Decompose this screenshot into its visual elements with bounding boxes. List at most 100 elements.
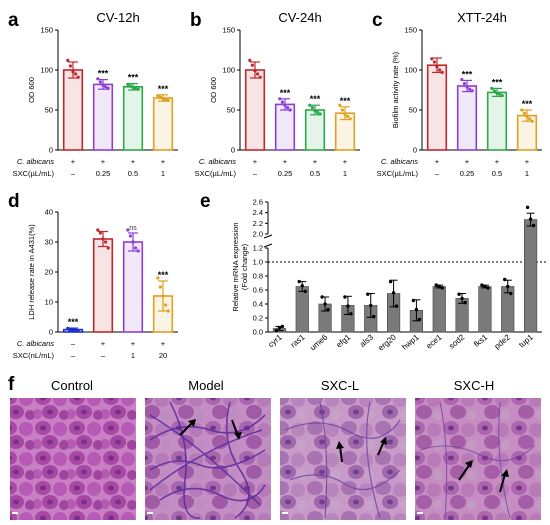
y-tick-label: 150 xyxy=(404,26,417,35)
y-tick-label: 1.0 xyxy=(253,258,263,267)
panel-letter-e: e xyxy=(200,191,211,212)
micrograph-row: Control Model SXC-L SXC-H xyxy=(10,378,541,520)
bar xyxy=(274,103,296,151)
y-tick-label: 2.0 xyxy=(253,230,263,239)
x-tick-label: cyr1 xyxy=(266,332,284,349)
condition-calbicans-value: + xyxy=(525,157,530,166)
condition-calbicans-label: C. albicans xyxy=(381,157,418,166)
data-point xyxy=(308,103,312,107)
data-point xyxy=(509,291,513,296)
data-point xyxy=(134,86,138,90)
data-point xyxy=(349,312,353,316)
data-point xyxy=(525,205,530,210)
condition-dose-label: SXC(nL/mL) xyxy=(13,351,55,360)
data-point xyxy=(500,94,504,98)
data-point xyxy=(300,284,304,288)
chart-xtt-24h: XTT-24h 0 50 100 150 Biofilm activity rate (%… xyxy=(377,10,542,178)
data-point xyxy=(438,68,442,72)
condition-calbicans-value: + xyxy=(161,157,166,166)
condition-dose-value: 0.25 xyxy=(96,169,111,178)
bar xyxy=(295,286,309,333)
bar xyxy=(92,238,114,333)
data-point xyxy=(486,286,490,290)
data-point xyxy=(530,119,534,123)
y-axis-label: LDH release rate in A431(%) xyxy=(27,224,36,320)
data-point xyxy=(76,328,80,333)
y-axis-label: Biofilm activity rate (%) xyxy=(391,51,400,128)
data-point xyxy=(316,110,320,114)
condition-dose-label: SXC(µL/mL) xyxy=(377,169,419,178)
data-point xyxy=(465,85,469,89)
arrow-icon xyxy=(339,445,343,463)
data-point xyxy=(310,106,314,110)
significance-label: *** xyxy=(522,99,533,109)
y-tick-label: 50 xyxy=(227,106,235,115)
significance-label: *** xyxy=(98,69,109,79)
arrow-icon xyxy=(336,441,344,449)
data-point xyxy=(98,80,102,84)
bar xyxy=(62,69,84,151)
condition-calbicans-value: + xyxy=(283,157,288,166)
x-tick-label: als3 xyxy=(358,332,375,349)
axis-break-mark xyxy=(263,243,273,248)
y-axis-label: OD 600 xyxy=(209,77,218,103)
condition-calbicans-value: – xyxy=(71,339,76,348)
data-point xyxy=(338,103,342,107)
data-point xyxy=(274,328,279,333)
condition-calbicans-value: + xyxy=(101,157,106,166)
data-point xyxy=(320,295,324,299)
y-tick-label: 10 xyxy=(45,298,53,307)
y-axis-label-unit: (Fold change) xyxy=(240,243,249,290)
bar xyxy=(478,286,492,333)
data-point xyxy=(388,279,393,284)
data-point xyxy=(340,108,344,112)
data-point xyxy=(126,82,130,86)
data-point xyxy=(437,284,441,289)
data-point xyxy=(417,317,422,322)
micrograph-label-sxc-l: SXC-L xyxy=(321,378,359,393)
y-tick-label: 2.4 xyxy=(253,208,263,217)
data-point xyxy=(366,292,370,296)
micrograph-sxc-h xyxy=(415,398,541,520)
panel-letter-b: b xyxy=(190,10,202,31)
condition-calbicans-label: C. albicans xyxy=(17,157,54,166)
y-tick-label: 0.0 xyxy=(253,328,263,337)
data-point xyxy=(346,114,350,118)
y-tick-label: 0 xyxy=(49,328,53,337)
y-tick-label: 20 xyxy=(45,268,53,277)
y-tick-label: 2.2 xyxy=(253,219,263,228)
condition-calbicans-value: + xyxy=(161,339,166,348)
arrow-icon xyxy=(179,421,194,436)
bar xyxy=(432,286,446,333)
data-point xyxy=(106,86,110,90)
data-point xyxy=(495,91,499,95)
x-tick-label: hwp1 xyxy=(400,332,421,352)
y-tick-label: 0 xyxy=(413,146,417,155)
y-tick-label: 0.8 xyxy=(253,272,263,281)
y-tick-label: 150 xyxy=(40,26,53,35)
condition-calbicans-value: + xyxy=(343,157,348,166)
significance-label: *** xyxy=(128,73,139,83)
micrograph-label-model: Model xyxy=(188,378,224,393)
data-point xyxy=(96,77,100,81)
arrow-icon xyxy=(458,463,471,481)
arrow-icon xyxy=(188,419,196,427)
bar xyxy=(486,91,508,151)
significance-label: ns xyxy=(129,225,137,232)
data-point xyxy=(346,304,350,308)
x-tick-label: erg20 xyxy=(376,332,398,352)
panel-letter-d: d xyxy=(8,191,20,212)
data-point xyxy=(470,89,474,93)
data-point xyxy=(522,111,527,115)
data-point xyxy=(506,284,510,289)
data-point xyxy=(394,304,399,308)
data-point xyxy=(131,240,135,244)
data-point xyxy=(158,285,162,289)
data-point xyxy=(101,83,105,87)
significance-label: *** xyxy=(340,96,351,106)
y-tick-label: 0.2 xyxy=(253,314,263,323)
y-tick-label: 100 xyxy=(404,66,417,75)
data-point xyxy=(462,82,466,86)
chart-title: XTT-24h xyxy=(457,10,507,25)
chart-title: CV-24h xyxy=(278,10,321,25)
